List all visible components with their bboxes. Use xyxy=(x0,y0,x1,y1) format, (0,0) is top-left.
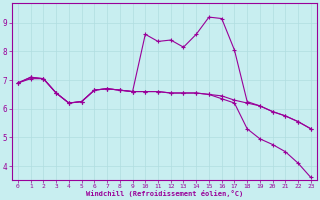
X-axis label: Windchill (Refroidissement éolien,°C): Windchill (Refroidissement éolien,°C) xyxy=(86,190,243,197)
